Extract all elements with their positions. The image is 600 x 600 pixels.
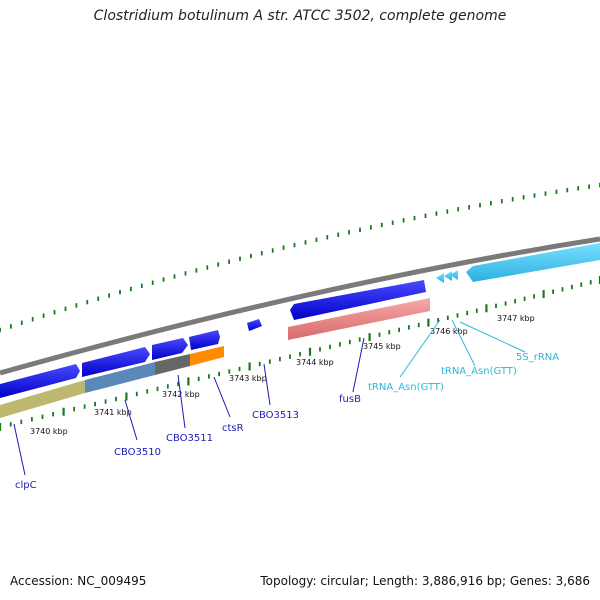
feature-ctsR-cog xyxy=(190,346,224,366)
gene-label-clpC: clpC xyxy=(15,480,37,491)
tick-label-3744: 3744 kbp xyxy=(296,358,334,367)
feature-tRNA3 xyxy=(450,270,458,280)
feature-tRNA1 xyxy=(436,273,444,283)
rna-label-5S-rRNA: 5S_rRNA xyxy=(516,352,559,363)
feature-fusB-cog xyxy=(288,298,430,340)
tick-label-3740: 3740 kbp xyxy=(30,427,68,436)
tick-label-3746: 3746 kbp xyxy=(430,327,468,336)
inner-dotted-ring xyxy=(0,276,600,431)
feature-CBO3513-cds xyxy=(247,319,262,331)
genome-summary: Topology: circular; Length: 3,886,916 bp… xyxy=(260,574,590,588)
accession-label: Accession: NC_009495 xyxy=(10,574,147,588)
feature-CBO3511-cog xyxy=(155,354,190,375)
rna-label-lines xyxy=(399,319,526,378)
genome-title: Clostridium botulinum A str. ATCC 3502, … xyxy=(93,8,507,24)
tick-label-3745: 3745 kbp xyxy=(363,342,401,351)
gene-label-fusB: fusB xyxy=(339,394,361,405)
feature-CBO3510-cog xyxy=(85,362,155,393)
feature-5S-rRNA xyxy=(466,243,600,282)
feature-tRNA2 xyxy=(444,271,452,281)
gene-label-CBO3510: CBO3510 xyxy=(114,447,161,458)
gene-label-CBO3511: CBO3511 xyxy=(166,433,213,444)
gene-label-CBO3513: CBO3513 xyxy=(252,410,299,421)
feature-ctsR-cds xyxy=(189,330,220,350)
tick-label-3747: 3747 kbp xyxy=(497,314,535,323)
tick-label-3741: 3741 kbp xyxy=(94,408,132,417)
feature-CBO3511-cds xyxy=(152,338,188,360)
feature-clpC-cds xyxy=(0,364,80,398)
feature-clpC-cog xyxy=(0,380,85,418)
tick-label-3743: 3743 kbp xyxy=(229,374,267,383)
gene-label-ctsR: ctsR xyxy=(222,423,244,434)
feature-fusB-cds xyxy=(290,280,426,320)
feature-CBO3510-cds xyxy=(82,347,150,377)
rna-label-tRNA-1: tRNA_Asn(GTT) xyxy=(368,382,444,393)
outer-dotted-ring xyxy=(0,182,600,333)
genome-backbone xyxy=(0,236,600,376)
gene-label-lines xyxy=(13,337,365,476)
rna-label-tRNA-2: tRNA_Asn(GTT) xyxy=(441,366,517,377)
